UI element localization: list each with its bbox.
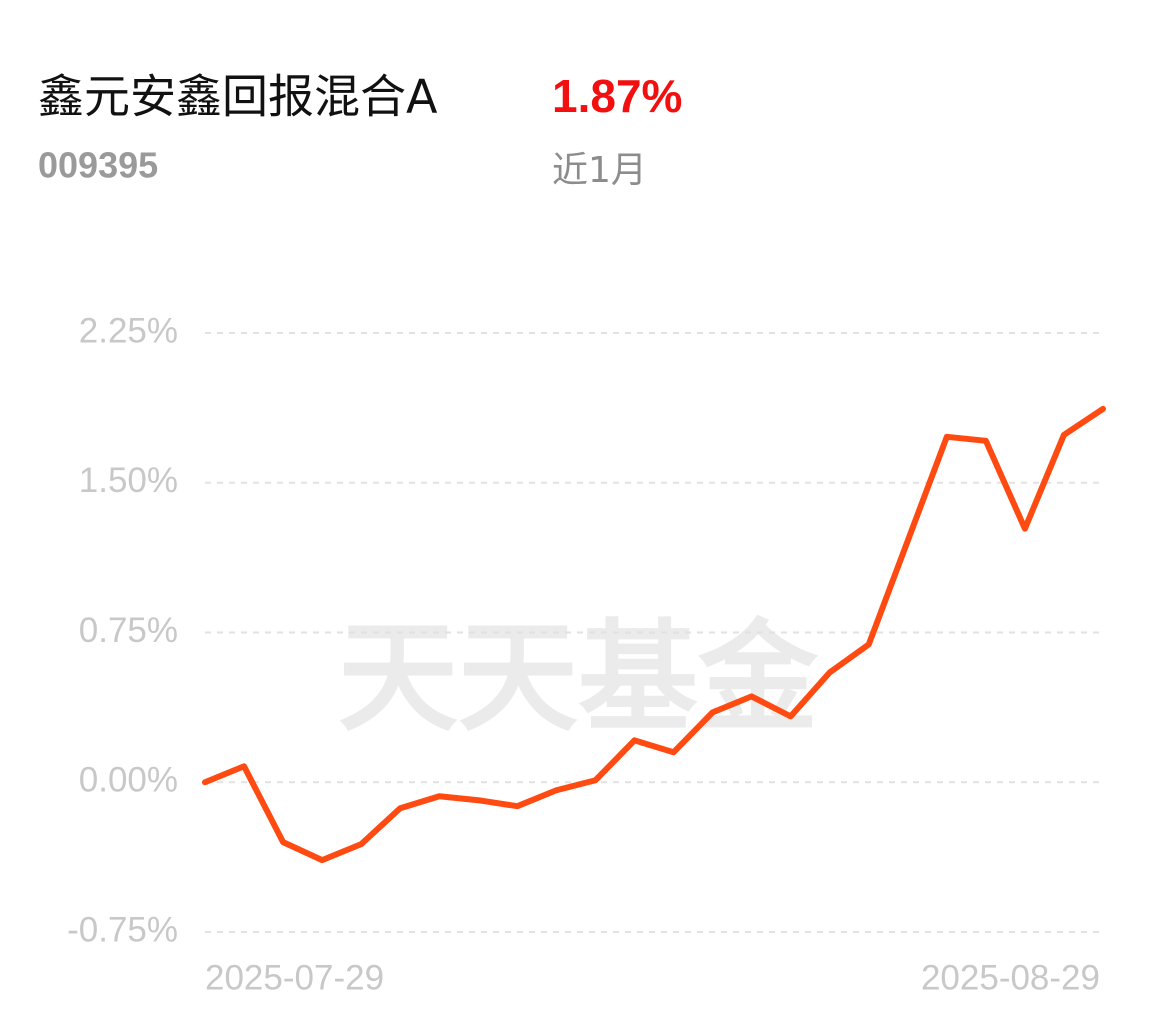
y-tick-label: 2.25% xyxy=(79,311,178,350)
x-tick-label: 2025-08-29 xyxy=(921,958,1100,997)
period: 近1月 xyxy=(552,150,647,191)
fund-code: 009395 xyxy=(38,145,158,186)
fund-title: 鑫元安鑫回报混合A xyxy=(38,70,438,124)
series-line xyxy=(202,405,1106,864)
watermark: 天天基金 xyxy=(338,607,819,748)
x-tick-label: 2025-07-29 xyxy=(205,958,384,997)
change: 1.87% xyxy=(552,70,682,122)
y-tick-label: 0.00% xyxy=(79,761,178,800)
y-tick-label: 0.75% xyxy=(79,611,178,650)
y-tick-label: 1.50% xyxy=(79,461,178,500)
y-tick-label: -0.75% xyxy=(67,910,178,949)
